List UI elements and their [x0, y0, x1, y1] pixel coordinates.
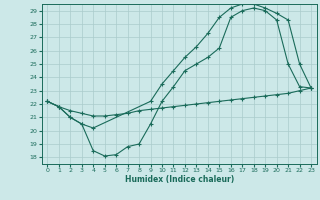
X-axis label: Humidex (Indice chaleur): Humidex (Indice chaleur) — [124, 175, 234, 184]
